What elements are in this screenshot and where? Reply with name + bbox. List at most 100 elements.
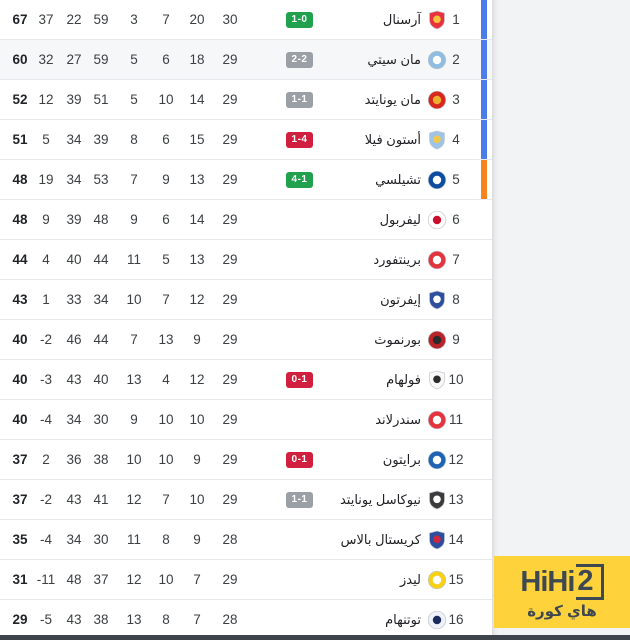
goal-difference: -4 [39, 412, 52, 427]
team-name[interactable]: نيوكاسل يونايتد [339, 492, 421, 507]
team-name[interactable]: توتنهام [385, 612, 421, 627]
points: 43 [12, 292, 28, 307]
team-name[interactable]: برايتون [382, 452, 421, 467]
goal-difference: 32 [38, 52, 54, 67]
liverpool-crest-icon [427, 210, 447, 230]
position-number: 6 [452, 212, 460, 227]
matches-won: 18 [189, 52, 205, 67]
points: 37 [12, 492, 28, 507]
team-name[interactable]: برينتفورد [373, 252, 421, 267]
points: 48 [12, 172, 28, 187]
matches-played: 29 [222, 332, 238, 347]
table-row[interactable]: 40 -3 43 40 13 4 12 29 0-1 فولهام 10 [0, 360, 492, 400]
man-city-crest-icon [427, 50, 447, 70]
table-row[interactable]: 35 -4 34 30 11 8 9 28 كريستال بالاس 14 [0, 520, 492, 560]
last-result-badge[interactable]: 0-1 [286, 372, 313, 388]
points: 40 [12, 372, 28, 387]
table-row[interactable]: 60 32 27 59 5 6 18 29 2-2 مان سيتي 2 [0, 40, 492, 80]
team-name[interactable]: سندرلاند [375, 412, 421, 427]
table-row[interactable]: 48 19 34 53 7 9 13 29 4-1 تشيلسي 5 [0, 160, 492, 200]
position-number: 13 [448, 492, 464, 507]
matches-lost: 5 [130, 92, 138, 107]
table-row[interactable]: 52 12 39 51 5 10 14 29 1-1 مان يونايتد 3 [0, 80, 492, 120]
last-result-badge[interactable]: 1-4 [286, 132, 313, 148]
team-name[interactable]: تشيلسي [375, 172, 421, 187]
goal-difference: -5 [39, 612, 52, 627]
last-result-badge[interactable]: 1-0 [286, 12, 313, 28]
table-row[interactable]: 43 1 33 34 10 7 12 29 إيفرتون 8 [0, 280, 492, 320]
team-name[interactable]: مان سيتي [367, 52, 421, 67]
matches-drawn: 10 [158, 412, 174, 427]
matches-played: 29 [222, 492, 238, 507]
bottom-bar [0, 635, 630, 640]
table-row[interactable]: 37 -2 43 41 12 7 10 29 1-1 نيوكاسل يوناي… [0, 480, 492, 520]
matches-won: 12 [189, 292, 205, 307]
team-name[interactable]: ليدز [400, 572, 421, 587]
table-row[interactable]: 67 37 22 59 3 7 20 30 1-0 آرسنال 1 [0, 0, 492, 40]
matches-won: 20 [189, 12, 205, 27]
position-number: 14 [448, 532, 464, 547]
matches-won: 7 [193, 572, 201, 587]
goal-difference: -11 [36, 572, 56, 587]
matches-won: 9 [193, 532, 201, 547]
table-row[interactable]: 31 -11 48 37 12 10 7 29 ليدز 15 [0, 560, 492, 600]
last-result-badge[interactable]: 0-1 [286, 452, 313, 468]
table-row[interactable]: 37 2 36 38 10 10 9 29 0-1 برايتون 12 [0, 440, 492, 480]
tottenham-crest-icon [427, 610, 447, 630]
matches-won: 13 [189, 172, 205, 187]
newcastle-crest-icon [427, 490, 447, 510]
matches-lost: 10 [126, 452, 142, 467]
goals-for: 59 [93, 12, 109, 27]
matches-played: 29 [222, 452, 238, 467]
standings-table: 67 37 22 59 3 7 20 30 1-0 آرسنال 1 60 32… [0, 0, 492, 640]
goal-difference: 5 [42, 132, 50, 147]
sunderland-crest-icon [427, 410, 447, 430]
matches-won: 9 [193, 332, 201, 347]
goals-for: 40 [93, 372, 109, 387]
team-name[interactable]: آرسنال [382, 12, 421, 27]
team-name[interactable]: بورنموث [374, 332, 421, 347]
team-name[interactable]: أستون فيلا [364, 132, 421, 147]
goals-against: 22 [66, 12, 82, 27]
team-name[interactable]: كريستال بالاس [340, 532, 421, 547]
table-row[interactable]: 51 5 34 39 8 6 15 29 1-4 أستون فيلا 4 [0, 120, 492, 160]
goals-against: 46 [66, 332, 82, 347]
table-row[interactable]: 44 4 40 44 11 5 13 29 برينتفورد 7 [0, 240, 492, 280]
team-name[interactable]: ليفربول [379, 212, 421, 227]
sidebar [492, 0, 630, 640]
goal-difference: 37 [38, 12, 54, 27]
team-name[interactable]: إيفرتون [380, 292, 421, 307]
goals-for: 41 [93, 492, 109, 507]
matches-drawn: 8 [162, 612, 170, 627]
matches-played: 29 [222, 132, 238, 147]
position-number: 1 [452, 12, 460, 27]
goals-for: 51 [93, 92, 109, 107]
goals-for: 44 [93, 332, 109, 347]
matches-played: 29 [222, 572, 238, 587]
matches-played: 29 [222, 372, 238, 387]
points: 48 [12, 212, 28, 227]
matches-won: 15 [189, 132, 205, 147]
matches-played: 28 [222, 612, 238, 627]
goal-difference: 4 [42, 252, 50, 267]
goals-against: 48 [66, 572, 82, 587]
points: 67 [12, 12, 28, 27]
fulham-crest-icon [427, 370, 447, 390]
matches-lost: 7 [130, 172, 138, 187]
table-row[interactable]: 29 -5 43 38 13 8 7 28 توتنهام 16 [0, 600, 492, 640]
team-name[interactable]: مان يونايتد [364, 92, 421, 107]
table-row[interactable]: 48 9 39 48 9 6 14 29 ليفربول 6 [0, 200, 492, 240]
team-name[interactable]: فولهام [386, 372, 421, 387]
goals-against: 39 [66, 92, 82, 107]
last-result-badge[interactable]: 4-1 [286, 172, 313, 188]
goals-for: 44 [93, 252, 109, 267]
table-row[interactable]: 40 -2 46 44 7 13 9 29 بورنموث 9 [0, 320, 492, 360]
last-result-badge[interactable]: 1-1 [286, 492, 313, 508]
matches-played: 30 [222, 12, 238, 27]
matches-played: 28 [222, 532, 238, 547]
last-result-badge[interactable]: 1-1 [286, 92, 313, 108]
table-row[interactable]: 40 -4 34 30 9 10 10 29 سندرلاند 11 [0, 400, 492, 440]
hihi2-logo[interactable]: HiHi 2 هاي كورة [494, 556, 630, 628]
last-result-badge[interactable]: 2-2 [286, 52, 313, 68]
